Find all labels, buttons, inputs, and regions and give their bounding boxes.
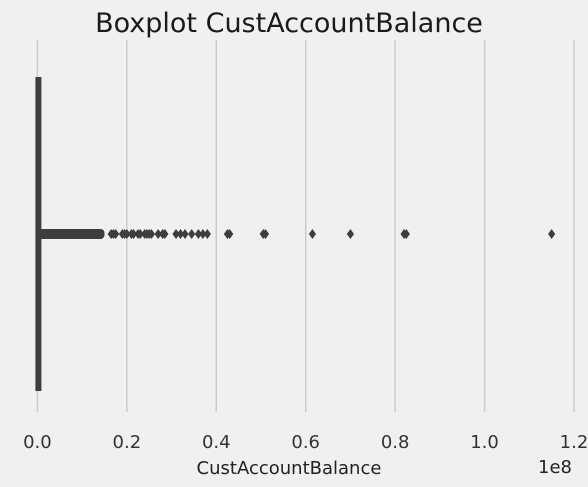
outlier-marker (172, 229, 180, 239)
outlier-marker (261, 229, 270, 239)
x-tick-labels: 0.0 0.2 0.4 0.6 0.8 1.0 1.2 (23, 432, 588, 453)
x-tick-label: 0.0 (23, 432, 52, 453)
outlier-marker (199, 229, 207, 239)
box-group (35, 77, 43, 391)
outlier-marker (548, 229, 556, 239)
outlier-marker (308, 229, 317, 239)
x-tick-label: 0.6 (291, 432, 320, 453)
x-axis-label: CustAccountBalance (197, 458, 382, 479)
x-tick-label: 1.0 (470, 432, 499, 453)
x-offset-label: 1e8 (538, 457, 572, 478)
outlier-marker (147, 229, 156, 239)
x-tick-label: 1.2 (560, 432, 588, 453)
outlier-marker (402, 229, 410, 239)
x-tick-label: 0.4 (202, 432, 231, 453)
dense-outlier-band (38, 229, 105, 239)
outlier-marker (136, 229, 144, 239)
x-tick-label: 0.2 (113, 432, 142, 453)
x-tick-label: 0.8 (381, 432, 410, 453)
outlier-marker (194, 229, 202, 239)
dense-outlier-band (38, 229, 105, 239)
outlier-marker (226, 229, 234, 239)
outlier-marker (154, 229, 162, 239)
outlier-markers (107, 229, 556, 239)
outlier-marker (188, 229, 196, 239)
outlier-marker (161, 229, 169, 239)
x-grid-lines (36, 40, 575, 412)
outlier-marker (176, 229, 185, 239)
outlier-marker (181, 229, 189, 239)
chart-title: Boxplot CustAccountBalance (95, 8, 483, 39)
outlier-marker (203, 229, 211, 239)
outlier-marker (112, 229, 120, 239)
outlier-marker (123, 229, 131, 239)
outlier-marker (346, 229, 355, 239)
outlier-marker (129, 229, 138, 239)
